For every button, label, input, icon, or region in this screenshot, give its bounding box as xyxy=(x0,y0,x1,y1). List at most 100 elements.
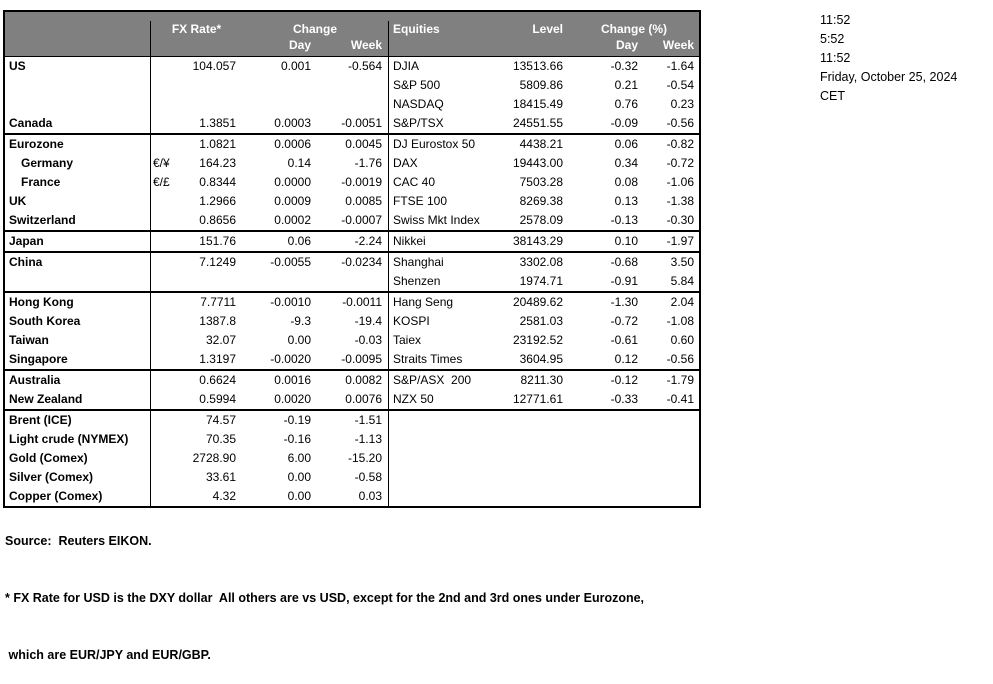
equity-index-cell: FTSE 100 xyxy=(388,192,479,211)
equity-index-cell: S&P/TSX xyxy=(388,114,479,133)
fx-week-change-cell: -1.51 xyxy=(354,413,382,427)
fx-rate-value xyxy=(153,272,242,291)
country-cell: Brent (ICE) xyxy=(9,413,72,427)
fx-day-change-cell: 0.0016 xyxy=(274,373,311,387)
equity-week-change-cell: -1.97 xyxy=(666,234,694,248)
fx-week-change-cell: 0.0085 xyxy=(345,194,382,208)
equity-level-cell: 38143.29 xyxy=(512,234,563,248)
fx-rate-value: 0.8344 xyxy=(199,175,236,189)
equity-week-change-cell xyxy=(644,430,699,449)
country-cell: Taiwan xyxy=(9,333,49,347)
equity-index-cell xyxy=(388,487,479,506)
equity-index-cell: Taiex xyxy=(388,331,479,350)
fx-week-change-cell: -0.0234 xyxy=(341,255,382,269)
fx-rate-cell: 74.57 xyxy=(150,411,242,430)
equity-week-change-cell: 5.84 xyxy=(670,274,694,288)
fx-rate-value: 7.1249 xyxy=(199,255,236,269)
market-summary-table: FX Rate* Change Equities Level Change (%… xyxy=(3,10,701,508)
equity-level-cell: 20489.62 xyxy=(512,295,563,309)
fx-day-header: Day xyxy=(288,38,311,52)
country-cell xyxy=(5,76,150,95)
country-cell: UK xyxy=(9,194,27,208)
fx-rate-cell: 33.61 xyxy=(150,468,242,487)
equity-day-change-cell: 0.12 xyxy=(614,352,638,366)
fx-day-change-cell: 0.0003 xyxy=(274,116,311,130)
equity-day-change-cell: 0.13 xyxy=(614,194,638,208)
equity-week-change-cell: -1.64 xyxy=(666,59,694,73)
fx-day-change-cell: -0.0020 xyxy=(270,352,311,366)
country-cell: Canada xyxy=(9,116,53,130)
equity-day-change-cell: 0.10 xyxy=(614,234,638,248)
equity-index-cell: DJ Eurostox 50 xyxy=(388,135,479,154)
country-cell: Silver (Comex) xyxy=(9,470,94,484)
table-row: Canada 1.3851 0.0003 -0.0051 S&P/TSX 24551.55… xyxy=(5,114,699,135)
fx-rate-cell: 7.1249 xyxy=(150,253,242,272)
currency-pair-label: €/¥ xyxy=(153,156,170,170)
fx-rate-cell: 0.5994 xyxy=(150,390,242,409)
table-row: Taiwan 32.07 0.00 -0.03 Taiex 23192.52 -0.61 0.… xyxy=(5,331,699,350)
equity-day-change-cell xyxy=(569,430,644,449)
table-row: Germany €/¥ 164.23 0.14 -1.76 DAX 19443.00 0.34… xyxy=(5,154,699,173)
equities-header: Equities xyxy=(388,21,479,37)
country-cell: China xyxy=(9,255,43,269)
fx-rate-cell xyxy=(150,95,242,114)
fx-rate-value: 70.35 xyxy=(205,432,236,446)
fx-rate-value: 1387.8 xyxy=(199,314,236,328)
fx-rate-value: 74.57 xyxy=(205,413,236,427)
header-row-1: FX Rate* Change Equities Level Change (%… xyxy=(5,12,699,37)
fx-rate-value xyxy=(153,95,242,114)
equity-index-cell: Swiss Mkt Index xyxy=(388,211,480,230)
fx-rate-value: 164.23 xyxy=(199,156,236,170)
timezone-line: CET xyxy=(820,89,845,103)
fx-rate-value: 0.6624 xyxy=(199,373,236,387)
equity-day-change-cell: -0.12 xyxy=(610,373,638,387)
equity-index-cell xyxy=(388,468,479,487)
table-body: US 104.057 0.001 -0.564 DJIA 13513.66 -0.32 -1.… xyxy=(5,57,699,506)
equity-week-change-cell xyxy=(644,449,699,468)
fx-week-change-cell: -0.0019 xyxy=(341,175,382,189)
equity-index-cell: NZX 50 xyxy=(388,390,479,409)
fx-week-change-cell: -0.0095 xyxy=(341,352,382,366)
fx-rate-cell: €/£ 0.8344 xyxy=(150,173,242,192)
equity-level-cell: 3604.95 xyxy=(519,352,563,366)
equity-level-cell: 4438.21 xyxy=(519,137,563,151)
table-row: South Korea 1387.8 -9.3 -19.4 KOSPI 2581.03 -0… xyxy=(5,312,699,331)
fx-rate-cell xyxy=(150,76,242,95)
fx-week-change-cell: 0.03 xyxy=(358,489,382,503)
equity-day-change-cell: 0.21 xyxy=(614,78,638,92)
table-row: New Zealand 0.5994 0.0020 0.0076 NZX 50 12771… xyxy=(5,390,699,411)
country-cell: Eurozone xyxy=(9,137,64,151)
table-row: Light crude (NYMEX) 70.35 -0.16 -1.13 xyxy=(5,430,699,449)
table-row: US 104.057 0.001 -0.564 DJIA 13513.66 -0.32 -1.… xyxy=(5,57,699,76)
fx-rate-cell xyxy=(150,272,242,291)
country-cell xyxy=(5,95,150,114)
table-row: Brent (ICE) 74.57 -0.19 -1.51 xyxy=(5,411,699,430)
timestamp-line: 11:52 xyxy=(820,51,851,65)
equity-level-cell: 7503.28 xyxy=(519,175,563,189)
equity-level-cell xyxy=(479,449,569,468)
fx-rate-value: 2728.90 xyxy=(192,451,236,465)
fx-week-change-cell: -0.03 xyxy=(354,333,382,347)
table-row: Silver (Comex) 33.61 0.00 -0.58 xyxy=(5,468,699,487)
fx-week-change-cell: -19.4 xyxy=(354,314,382,328)
fx-rate-cell: 1.2966 xyxy=(150,192,242,211)
equity-index-cell: S&P 500 xyxy=(388,76,479,95)
table-row: Eurozone 1.0821 0.0006 0.0045 DJ Eurostox 50… xyxy=(5,135,699,154)
equity-day-change-cell: -0.33 xyxy=(610,392,638,406)
equity-day-change-cell: 0.76 xyxy=(614,97,638,111)
country-cell: Singapore xyxy=(9,352,68,366)
fx-week-change-cell: -1.76 xyxy=(354,156,382,170)
fx-week-change-cell: -0.564 xyxy=(347,59,382,73)
fx-day-change-cell: 0.00 xyxy=(287,489,311,503)
equity-day-change-cell: -0.61 xyxy=(610,333,638,347)
equity-level-cell: 24551.55 xyxy=(512,116,563,130)
equity-day-change-cell: -1.30 xyxy=(610,295,638,309)
fx-rate-cell: 1.3851 xyxy=(150,114,242,133)
fx-day-change-cell: 0.0000 xyxy=(274,175,311,189)
fx-day-change-cell: 6.00 xyxy=(287,451,311,465)
fx-week-change-cell: 0.0045 xyxy=(345,137,382,151)
equity-day-change-cell: 0.06 xyxy=(614,137,638,151)
fx-day-change-cell: -9.3 xyxy=(290,314,311,328)
equity-level-cell xyxy=(479,468,569,487)
timestamp-line: 11:52 xyxy=(820,13,851,27)
